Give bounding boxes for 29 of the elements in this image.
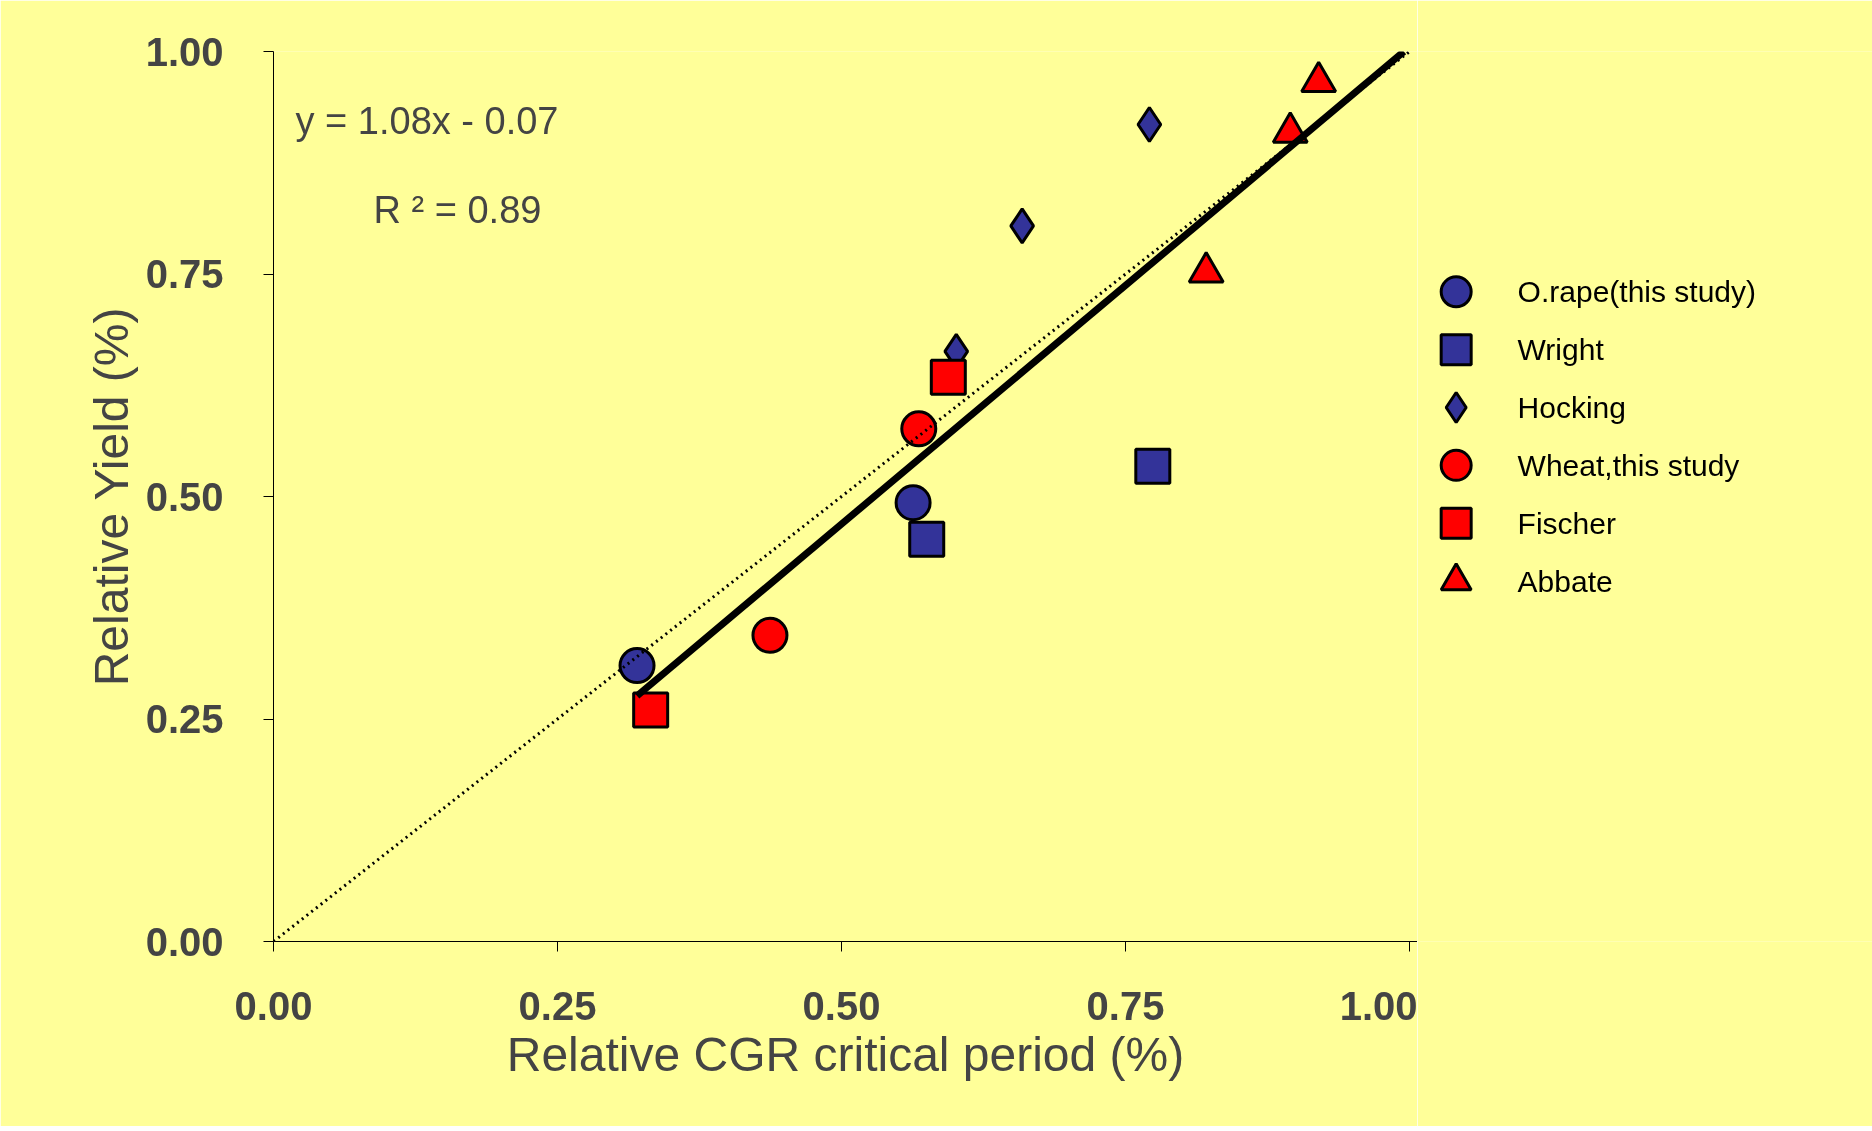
x-tick-label: 1.00 bbox=[1339, 983, 1418, 1028]
legend-label: Wheat,this study bbox=[1517, 448, 1740, 482]
legend-label: Hocking bbox=[1517, 391, 1626, 424]
y-tick-label: 0.75 bbox=[145, 252, 224, 296]
point bbox=[908, 520, 946, 558]
point bbox=[900, 410, 938, 448]
legend-label: Fischer bbox=[1517, 506, 1616, 540]
x-tick-label: 0.25 bbox=[518, 983, 597, 1028]
point bbox=[751, 616, 789, 654]
x-tick-label: 0.00 bbox=[234, 983, 313, 1028]
legend-label: Abbate bbox=[1517, 564, 1613, 598]
x-axis-title: Relative CGR critical period (%) bbox=[506, 1027, 1185, 1081]
point bbox=[632, 691, 670, 729]
y-tick-label: 0.00 bbox=[145, 919, 224, 964]
annotation: y = 1.08x - 0.07 bbox=[295, 99, 559, 142]
legend-label: Wright bbox=[1517, 333, 1605, 367]
point bbox=[1134, 447, 1172, 485]
point bbox=[929, 358, 967, 396]
y-tick-label: 0.50 bbox=[145, 474, 224, 519]
y-tick-label: 0.25 bbox=[145, 697, 224, 741]
point bbox=[894, 484, 932, 522]
annotation: R ² = 0.89 bbox=[373, 188, 542, 231]
y-axis-title: Relative Yield (%) bbox=[84, 307, 138, 687]
point bbox=[618, 647, 656, 685]
y-tick-label: 1.00 bbox=[145, 29, 224, 74]
point bbox=[1136, 105, 1163, 143]
legend-label: O.rape(this study) bbox=[1517, 275, 1757, 309]
x-tick-label: 0.75 bbox=[1086, 983, 1165, 1028]
x-tick-label: 0.50 bbox=[802, 983, 881, 1028]
